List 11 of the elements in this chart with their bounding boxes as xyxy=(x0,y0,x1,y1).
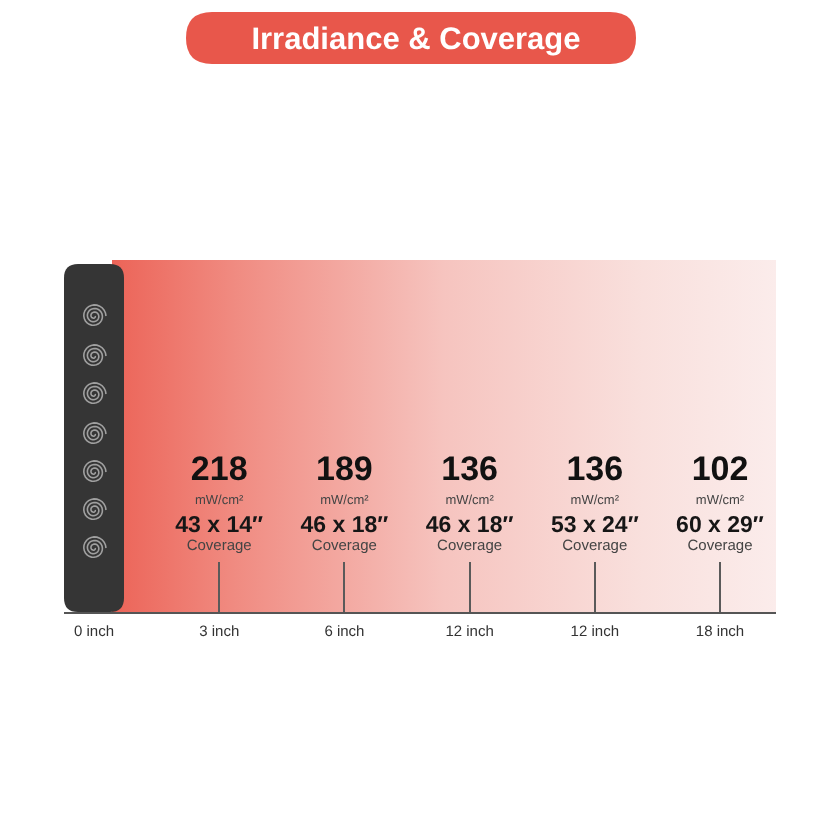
text: Irradiance & Coverage xyxy=(251,22,582,57)
data-label: 189 xyxy=(316,449,373,488)
data-label: 53 x 24″ xyxy=(550,513,640,538)
data-label: 102 xyxy=(691,449,749,488)
data-label: 46 x 18″ xyxy=(300,513,390,538)
data-label: 43 x 14″ xyxy=(175,513,265,538)
data-label: 136 xyxy=(441,449,498,488)
data-label: 136 xyxy=(566,449,624,488)
data-label: 218 xyxy=(190,449,248,488)
data-label: 60 x 29″ xyxy=(676,513,765,538)
data-label: 46 x 18″ xyxy=(425,513,515,538)
